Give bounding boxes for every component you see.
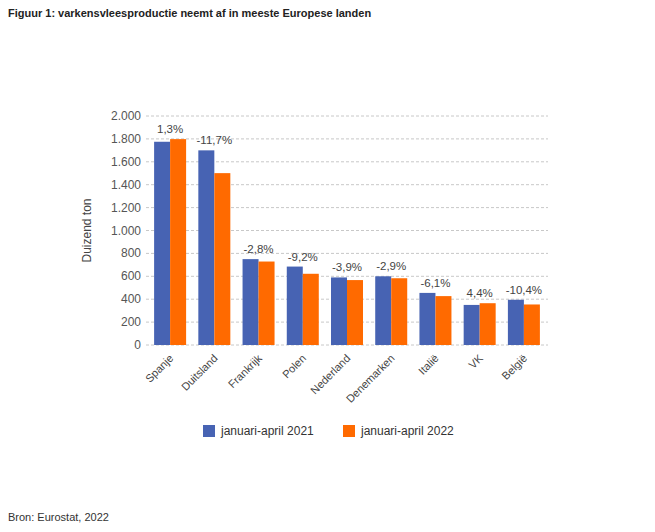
y-tick-label: 1.200	[111, 201, 141, 215]
y-tick-label: 1.600	[111, 155, 141, 169]
x-tick-label: Spanje	[143, 352, 176, 385]
change-label: -3,9%	[332, 261, 362, 273]
x-tick-label: Italië	[416, 352, 441, 377]
y-tick-label: 0	[134, 338, 141, 352]
change-label: -11,7%	[197, 134, 233, 146]
bar	[435, 296, 451, 345]
legend-label: januari-april 2022	[360, 424, 454, 438]
bar	[154, 142, 170, 345]
x-tick-label: Polen	[280, 352, 308, 380]
chart: Figuur 1: varkensvleesproductie neemt af…	[0, 0, 655, 532]
change-label: -9,2%	[288, 251, 318, 263]
bar	[347, 280, 363, 345]
grid-line	[146, 116, 548, 117]
bar	[259, 262, 275, 345]
bar	[375, 276, 391, 345]
legend-label: januari-april 2021	[220, 424, 314, 438]
change-label: -2,8%	[244, 243, 274, 255]
change-label: 1,3%	[157, 123, 183, 135]
change-label: 4,4%	[467, 287, 493, 299]
bar	[391, 278, 407, 345]
y-tick-label: 800	[121, 246, 141, 260]
bar	[303, 274, 319, 345]
bar	[198, 150, 214, 345]
x-tick-label: Frankrijk	[226, 352, 265, 391]
x-tick-label: Duitsland	[179, 352, 220, 393]
bar	[524, 304, 540, 345]
change-label: -2,9%	[376, 260, 406, 272]
bar	[214, 173, 230, 345]
bar	[243, 259, 259, 345]
legend-swatch	[203, 425, 215, 437]
x-tick-label: VK	[466, 351, 485, 370]
bar	[170, 139, 186, 345]
y-axis-label: Duizend ton	[80, 198, 94, 262]
legend-swatch	[343, 425, 355, 437]
y-tick-label: 400	[121, 292, 141, 306]
source: Bron: Eurostat, 2022	[8, 511, 109, 523]
y-tick-label: 600	[121, 269, 141, 283]
y-tick-label: 200	[121, 315, 141, 329]
x-tick-label: Denemarken	[344, 352, 397, 405]
y-tick-label: 1.800	[111, 132, 141, 146]
bar	[464, 305, 480, 345]
x-tick-label: België	[499, 352, 529, 382]
bar	[331, 277, 347, 345]
change-label: -10,4%	[506, 284, 542, 296]
y-tick-label: 2.000	[111, 109, 141, 123]
x-tick-label: Nederland	[308, 352, 352, 396]
bars	[154, 139, 540, 345]
y-tick-label: 1.400	[111, 178, 141, 192]
bar	[508, 300, 524, 345]
title: Figuur 1: varkensvleesproductie neemt af…	[8, 7, 371, 19]
bar	[419, 293, 435, 345]
y-tick-label: 1.000	[111, 224, 141, 238]
change-label: -6,1%	[420, 277, 450, 289]
bar	[287, 267, 303, 345]
bar	[480, 303, 496, 345]
